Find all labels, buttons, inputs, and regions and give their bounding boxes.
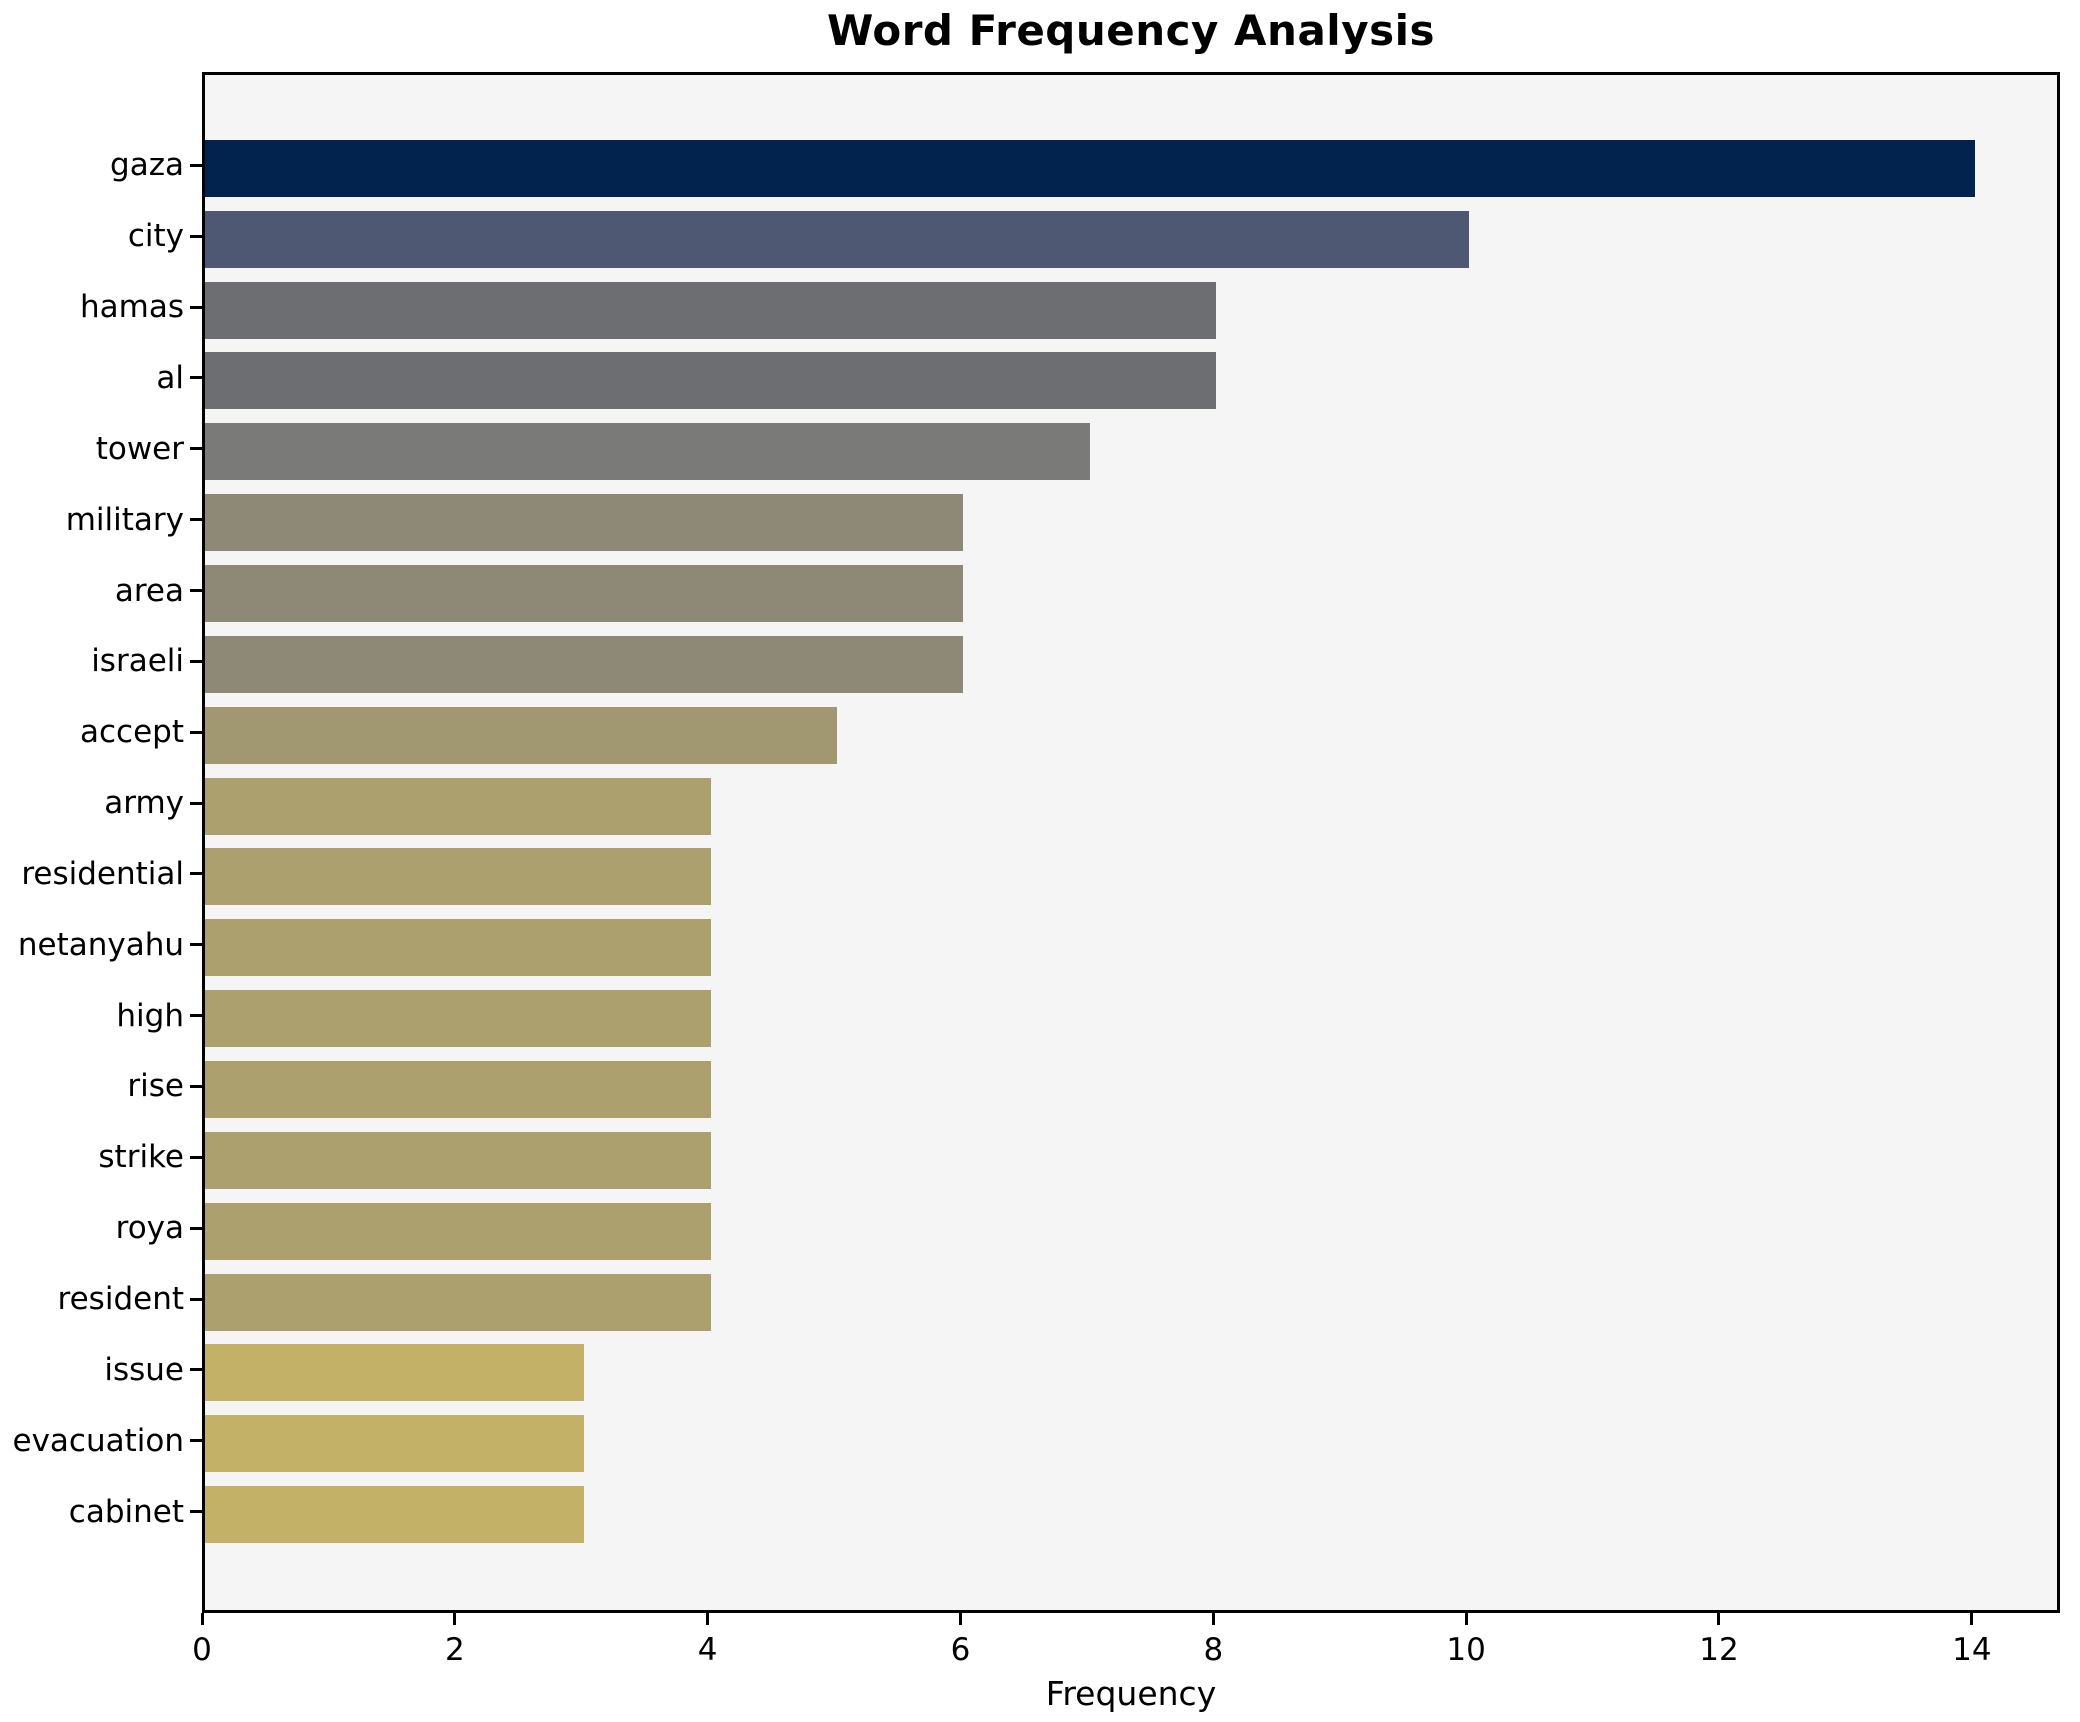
y-tick-mark <box>190 1439 202 1443</box>
bar-evacuation <box>205 1415 585 1473</box>
y-tick-label-accept: accept <box>80 714 184 751</box>
y-tick-label-israeli: israeli <box>91 643 184 680</box>
bar-resident <box>205 1273 711 1331</box>
y-tick-label-gaza: gaza <box>110 147 184 184</box>
bar-roya <box>205 1202 711 1260</box>
bar-strike <box>205 1131 711 1189</box>
y-tick-mark <box>190 234 202 238</box>
x-tick-mark <box>1464 1613 1468 1625</box>
x-tick-mark <box>1970 1613 1974 1625</box>
y-tick-mark <box>190 1014 202 1018</box>
y-tick-label-high: high <box>116 997 184 1034</box>
y-tick-label-hamas: hamas <box>80 289 184 326</box>
y-tick-mark <box>190 163 202 167</box>
y-tick-label-city: city <box>127 218 184 255</box>
y-tick-mark <box>190 1226 202 1230</box>
x-tick-label-4: 4 <box>697 1632 718 1668</box>
chart-title: Word Frequency Analysis <box>827 6 1435 55</box>
y-tick-mark <box>190 1297 202 1301</box>
y-tick-mark <box>190 518 202 522</box>
bar-area <box>205 565 964 623</box>
y-tick-mark <box>190 1155 202 1159</box>
bar-army <box>205 777 711 835</box>
x-tick-mark <box>200 1613 204 1625</box>
y-tick-label-issue: issue <box>104 1351 184 1388</box>
y-tick-label-netanyahu: netanyahu <box>17 926 184 963</box>
x-tick-label-2: 2 <box>444 1632 465 1668</box>
bar-cabinet <box>205 1486 585 1544</box>
x-tick-mark <box>453 1613 457 1625</box>
x-tick-mark <box>1717 1613 1721 1625</box>
bar-military <box>205 494 964 552</box>
y-tick-mark <box>190 730 202 734</box>
bar-issue <box>205 1344 585 1402</box>
y-tick-label-al: al <box>156 359 184 396</box>
x-tick-label-14: 14 <box>1952 1632 1992 1668</box>
y-tick-label-cabinet: cabinet <box>68 1493 184 1530</box>
bar-city <box>205 210 1470 268</box>
bar-tower <box>205 423 1090 481</box>
y-tick-mark <box>190 1084 202 1088</box>
y-tick-mark <box>190 305 202 309</box>
y-tick-mark <box>190 872 202 876</box>
y-tick-label-military: military <box>65 501 184 538</box>
x-tick-mark <box>958 1613 962 1625</box>
y-tick-mark <box>190 589 202 593</box>
y-tick-mark <box>190 943 202 947</box>
x-tick-label-10: 10 <box>1446 1632 1486 1668</box>
bar-hamas <box>205 281 1217 339</box>
bar-rise <box>205 1060 711 1118</box>
bar-gaza <box>205 139 1975 197</box>
bar-residential <box>205 848 711 906</box>
y-tick-label-resident: resident <box>57 1281 184 1318</box>
y-tick-mark <box>190 376 202 380</box>
y-tick-mark <box>190 801 202 805</box>
plot-area <box>202 72 2060 1613</box>
y-tick-label-strike: strike <box>98 1139 184 1176</box>
y-tick-label-rise: rise <box>127 1068 184 1105</box>
x-tick-label-12: 12 <box>1699 1632 1739 1668</box>
y-tick-label-residential: residential <box>21 855 184 892</box>
y-tick-label-tower: tower <box>95 430 184 467</box>
bar-accept <box>205 706 838 764</box>
x-tick-label-8: 8 <box>1203 1632 1224 1668</box>
y-tick-label-evacuation: evacuation <box>12 1422 184 1459</box>
y-tick-mark <box>190 1510 202 1514</box>
x-tick-mark <box>1211 1613 1215 1625</box>
bar-high <box>205 990 711 1048</box>
bar-netanyahu <box>205 919 711 977</box>
bar-al <box>205 352 1217 410</box>
y-tick-mark <box>190 659 202 663</box>
y-tick-mark <box>190 447 202 451</box>
y-tick-label-army: army <box>104 785 184 822</box>
x-tick-label-6: 6 <box>950 1632 971 1668</box>
y-tick-label-roya: roya <box>115 1210 184 1247</box>
x-tick-mark <box>706 1613 710 1625</box>
y-tick-mark <box>190 1368 202 1372</box>
bar-israeli <box>205 635 964 693</box>
y-tick-label-area: area <box>114 572 184 609</box>
x-axis-label: Frequency <box>1045 1674 1217 1713</box>
x-tick-label-0: 0 <box>192 1632 212 1668</box>
